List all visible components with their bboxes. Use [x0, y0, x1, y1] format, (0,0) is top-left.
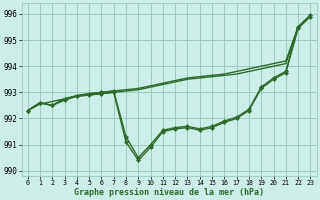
X-axis label: Graphe pression niveau de la mer (hPa): Graphe pression niveau de la mer (hPa) — [74, 188, 264, 197]
